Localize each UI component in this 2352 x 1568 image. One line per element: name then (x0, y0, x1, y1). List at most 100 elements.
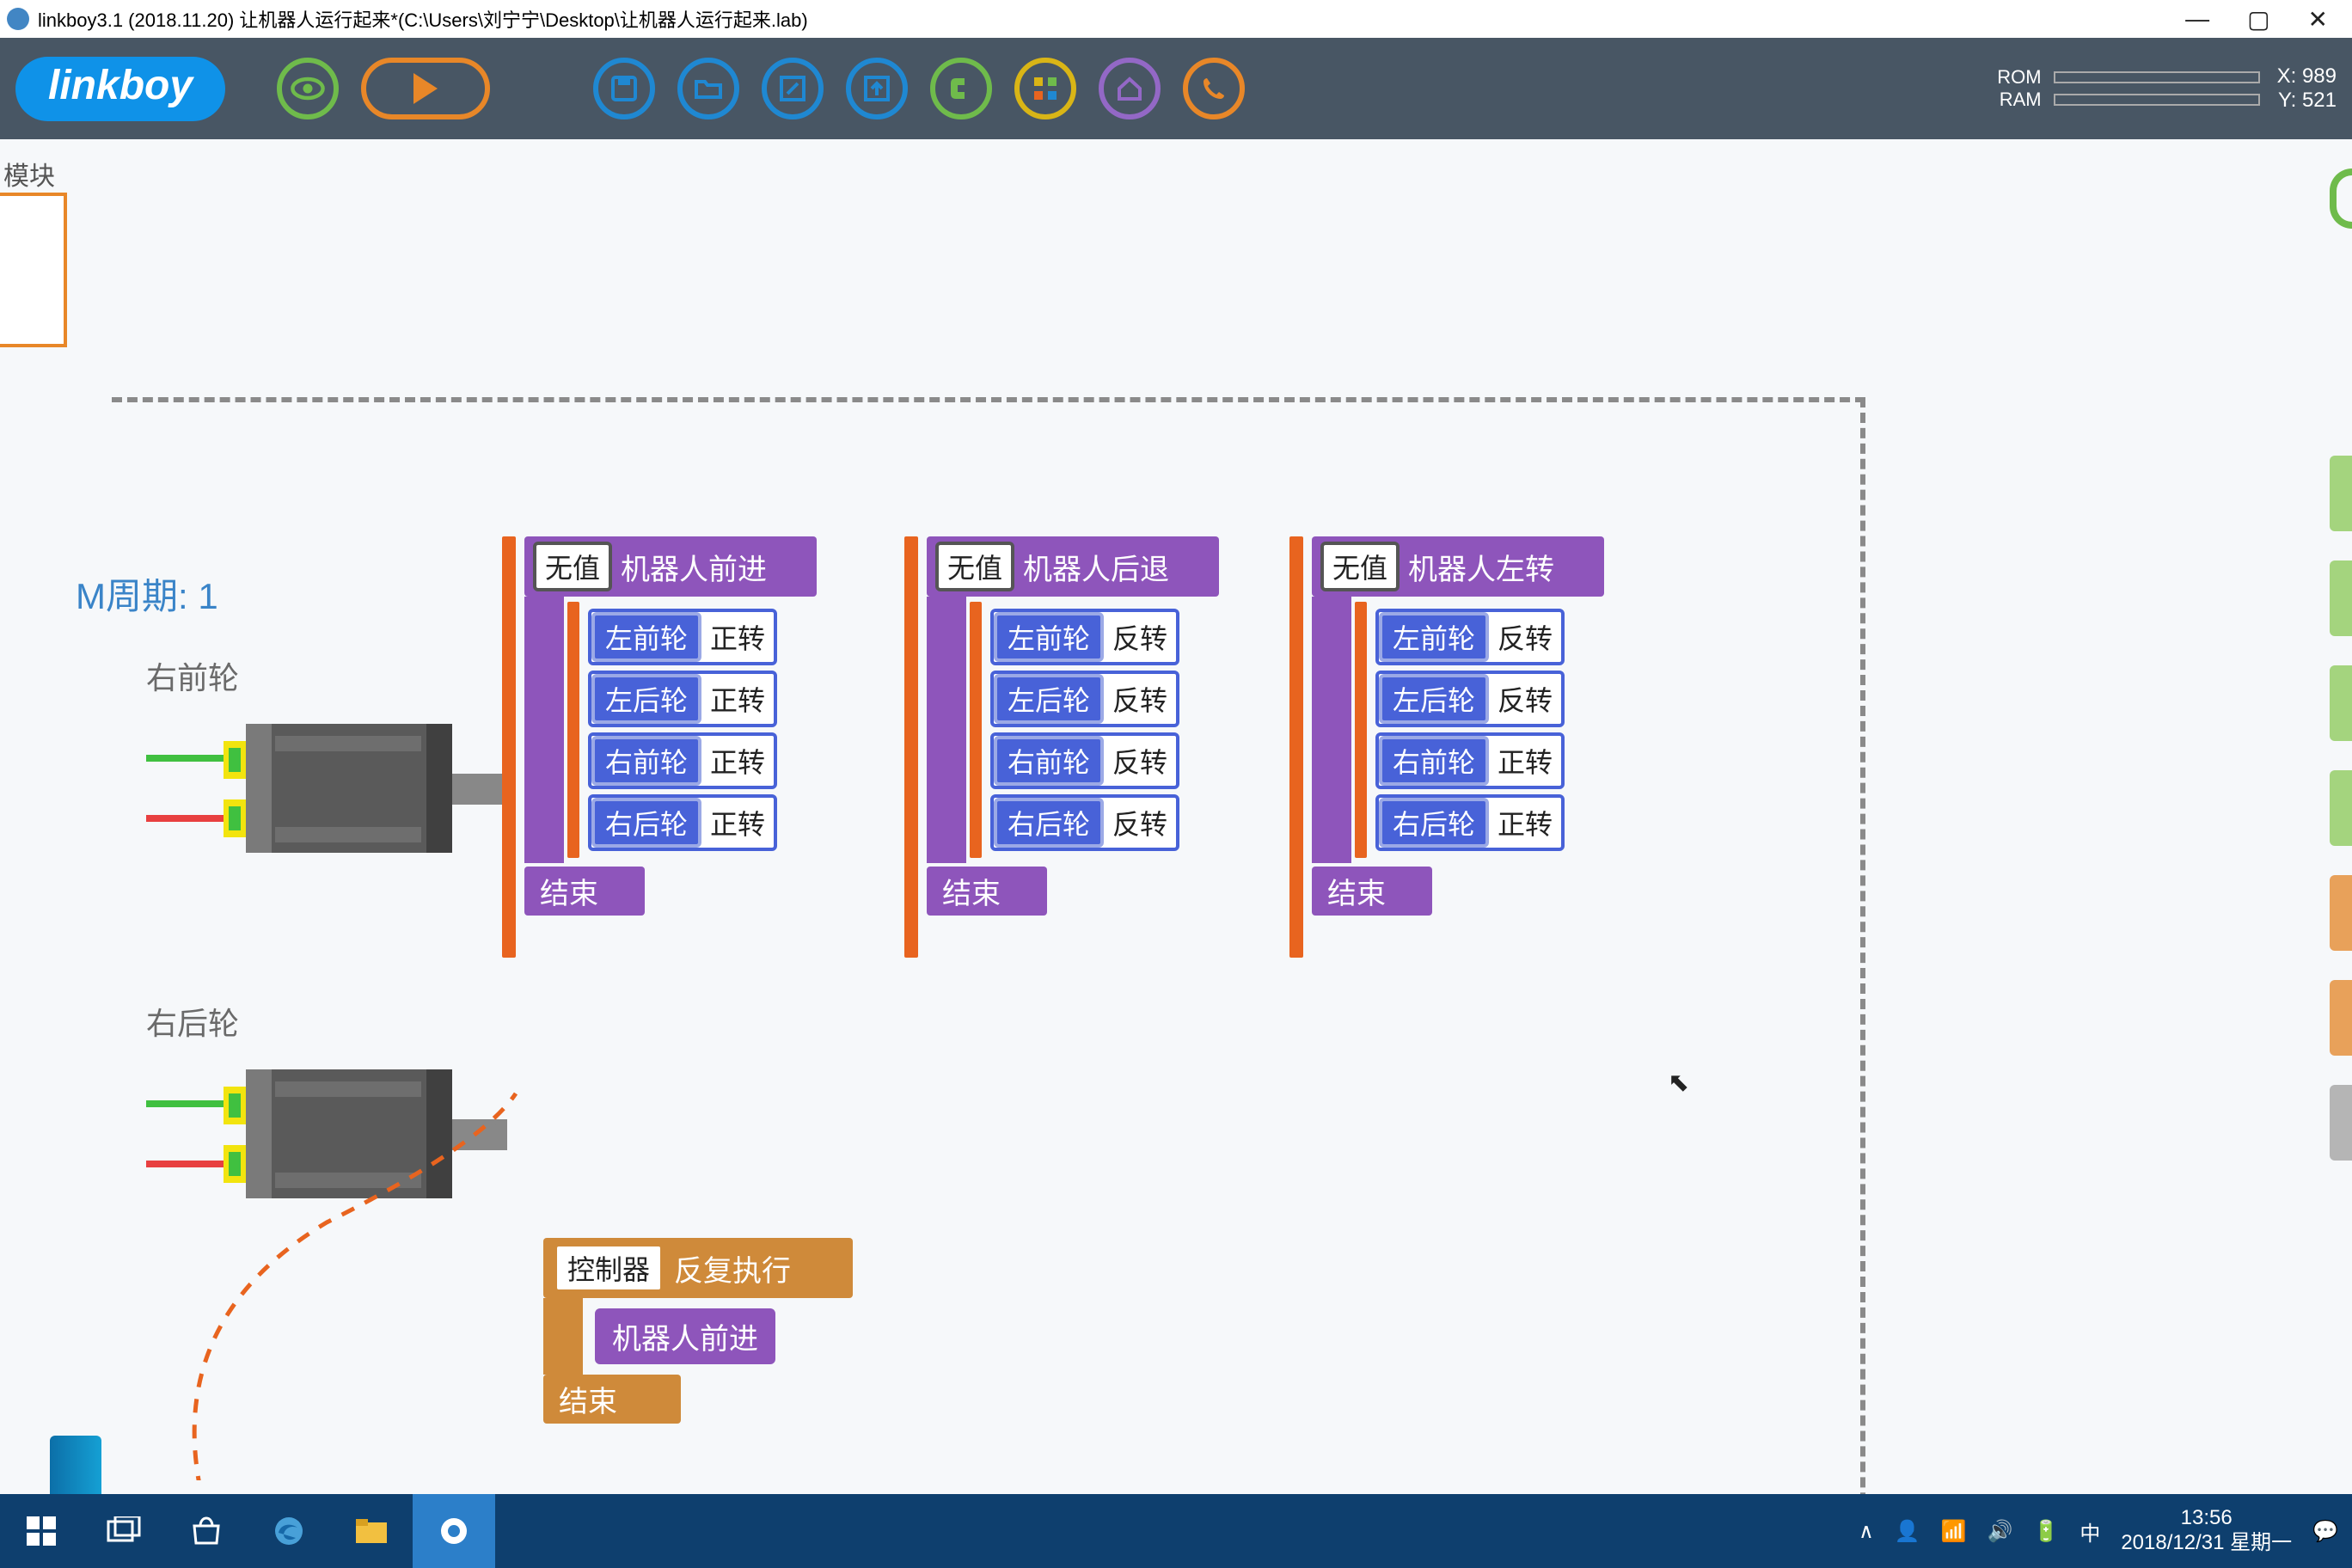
main-toolbar: linkboy ROM RAM X: 989 Y: 521 (0, 38, 2352, 139)
ram-label: RAM (2000, 89, 2042, 111)
canvas-area[interactable]: 模块 M周期: 1 右前轮 右后轮 (0, 139, 2352, 1494)
side-palette-tab[interactable] (2330, 560, 2352, 636)
side-palette-tab[interactable] (2330, 456, 2352, 531)
action-row[interactable]: 左后轮反转 (990, 671, 1179, 727)
tray-battery-icon[interactable]: 🔋 (2033, 1519, 2059, 1544)
clock-date: 2018/12/31 星期一 (2121, 1531, 2292, 1556)
controller-end: 结束 (543, 1375, 681, 1424)
function-block[interactable]: 无值 机器人后退 左前轮反转左后轮反转右前轮反转右后轮反转 结束 (904, 536, 1219, 916)
notifications-icon[interactable]: 💬 (2312, 1519, 2338, 1544)
wheel-tag: 左后轮 (1379, 674, 1489, 724)
window-title: linkboy3.1 (2018.11.20) 让机器人运行起来*(C:\Use… (38, 5, 2185, 33)
taskbar-clock[interactable]: 13:56 2018/12/31 星期一 (2121, 1506, 2292, 1556)
coord-x: X: 989 (2277, 64, 2337, 89)
side-palette-tab[interactable] (2330, 1085, 2352, 1161)
side-palette-tab[interactable] (2330, 980, 2352, 1056)
function-block[interactable]: 无值 机器人左转 左前轮反转左后轮反转右前轮正转右后轮正转 结束 (1289, 536, 1604, 916)
wheel-tag: 右前轮 (1379, 736, 1489, 786)
function-block[interactable]: 无值 机器人前进 左前轮正转左后轮正转右前轮正转右后轮正转 结束 (502, 536, 817, 916)
corner-arc (2330, 168, 2352, 229)
motor-rear-right[interactable]: 右后轮 (146, 999, 507, 1216)
tray-ime-icon[interactable]: 中 (2079, 1516, 2100, 1547)
block-header[interactable]: 无值 机器人左转 (1312, 536, 1604, 597)
edit-icon[interactable] (762, 58, 824, 119)
wheel-tag: 右后轮 (591, 798, 701, 848)
cycle-label: M周期: 1 (76, 567, 218, 620)
action-row[interactable]: 左前轮正转 (588, 609, 777, 665)
upload-icon[interactable] (846, 58, 908, 119)
block-header[interactable]: 无值 机器人前进 (524, 536, 817, 597)
action-row[interactable]: 右后轮正转 (1375, 794, 1565, 851)
right-tabs (2330, 456, 2352, 1161)
action-row[interactable]: 右后轮反转 (990, 794, 1179, 851)
orange-rail (904, 536, 918, 958)
block-title: 机器人后退 (1023, 546, 1169, 588)
side-palette-tab[interactable] (2330, 770, 2352, 846)
close-button[interactable]: ✕ (2308, 5, 2328, 34)
open-icon[interactable] (677, 58, 739, 119)
run-button[interactable] (361, 58, 490, 119)
home-icon[interactable] (1099, 58, 1161, 119)
action-row[interactable]: 右后轮正转 (588, 794, 777, 851)
python-icon[interactable] (930, 58, 992, 119)
action-row[interactable]: 右前轮正转 (1375, 732, 1565, 789)
end-block: 结束 (524, 867, 645, 916)
direction-label: 正转 (701, 739, 774, 782)
explorer-icon[interactable] (330, 1494, 413, 1568)
modules-label: 模块 (3, 155, 55, 193)
motor-front-right[interactable]: 右前轮 (146, 653, 507, 870)
tray-chevron-icon[interactable]: ∧ (1859, 1519, 1874, 1544)
orange-rail-inner (567, 602, 579, 858)
controller-block[interactable]: 控制器 反复执行 机器人前进 结束 (543, 1238, 853, 1424)
save-icon[interactable] (593, 58, 655, 119)
controller-tag: 控制器 (554, 1243, 664, 1293)
direction-label: 正转 (701, 677, 774, 720)
block-title: 机器人左转 (1408, 546, 1554, 588)
direction-label: 反转 (1104, 739, 1176, 782)
direction-label: 反转 (1104, 616, 1176, 658)
motor-label: 右后轮 (146, 999, 507, 1044)
start-button[interactable] (0, 1494, 83, 1568)
action-row[interactable]: 右前轮正转 (588, 732, 777, 789)
action-row[interactable]: 左前轮反转 (1375, 609, 1565, 665)
window-titlebar: linkboy3.1 (2018.11.20) 让机器人运行起来*(C:\Use… (0, 0, 2352, 38)
wheel-tag: 左后轮 (994, 674, 1104, 724)
side-tab[interactable] (0, 193, 67, 347)
action-row[interactable]: 左前轮反转 (990, 609, 1179, 665)
grid-icon[interactable] (1014, 58, 1076, 119)
direction-label: 反转 (1104, 677, 1176, 720)
wheel-tag: 右后轮 (994, 798, 1104, 848)
action-row[interactable]: 左后轮正转 (588, 671, 777, 727)
linkboy-task-icon[interactable] (413, 1494, 495, 1568)
side-palette-tab[interactable] (2330, 665, 2352, 741)
action-row[interactable]: 右前轮反转 (990, 732, 1179, 789)
tray-volume-icon[interactable]: 🔊 (1988, 1519, 2013, 1544)
coordinates-display: X: 989 Y: 521 (2277, 64, 2337, 113)
tray-people-icon[interactable]: 👤 (1895, 1519, 1920, 1544)
board-sliver[interactable] (50, 1436, 101, 1494)
store-icon[interactable] (165, 1494, 248, 1568)
block-header[interactable]: 无值 机器人后退 (927, 536, 1219, 597)
novalue-tag: 无值 (533, 542, 612, 591)
controller-inner[interactable]: 机器人前进 (595, 1308, 775, 1364)
cursor-icon: ⬉ (1668, 1068, 1689, 1098)
minimize-button[interactable]: — (2185, 5, 2209, 34)
phone-icon[interactable] (1183, 58, 1245, 119)
system-tray: ∧ 👤 📶 🔊 🔋 中 13:56 2018/12/31 星期一 💬 (1859, 1506, 2352, 1556)
action-row[interactable]: 左后轮反转 (1375, 671, 1565, 727)
wheel-tag: 左前轮 (591, 612, 701, 662)
wheel-tag: 左前轮 (1379, 612, 1489, 662)
tray-wifi-icon[interactable]: 📶 (1941, 1519, 1967, 1544)
taskview-button[interactable] (83, 1494, 165, 1568)
edge-icon[interactable] (248, 1494, 330, 1568)
wheel-tag: 右后轮 (1379, 798, 1489, 848)
preview-icon[interactable] (277, 58, 339, 119)
maximize-button[interactable]: ▢ (2247, 5, 2269, 34)
rom-label: ROM (1997, 66, 2041, 89)
side-palette-tab[interactable] (2330, 875, 2352, 951)
direction-label: 反转 (1489, 677, 1561, 720)
direction-label: 正转 (1489, 801, 1561, 844)
block-title: 机器人前进 (621, 546, 767, 588)
orange-rail (502, 536, 516, 958)
clock-time: 13:56 (2121, 1506, 2292, 1531)
